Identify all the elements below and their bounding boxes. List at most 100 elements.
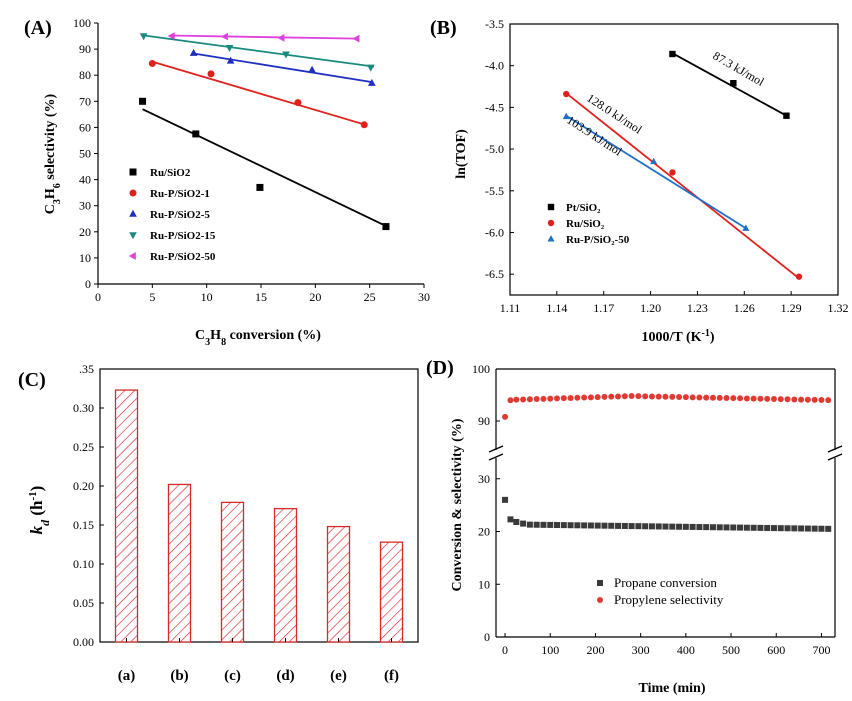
panel-d-x-tick-label: 100 (541, 643, 559, 657)
panel-d-legend-label: Propane conversion (614, 575, 717, 590)
panel-c-y-tick-label: 0.10 (73, 557, 94, 571)
panel-a-point (352, 34, 360, 43)
panel-b-fit-line (565, 92, 800, 280)
panel-d: (D) 0 100 200 300 400 500 600 700 0 10 20 30 90 100 Pr… (426, 357, 843, 696)
panel-c-y-tick-label: 0.15 (73, 518, 94, 532)
panel-a-y-tick-label: 30 (79, 199, 91, 213)
panel-a-legend-label: Ru-P/SiO2-50 (150, 251, 216, 263)
panel-d-point (520, 520, 527, 527)
panel-a-point (366, 64, 375, 72)
panel-d-point (502, 413, 509, 420)
panel-d-point (750, 524, 757, 531)
panel-a-point (256, 183, 264, 191)
panel-d-point (825, 397, 832, 404)
panel-d-point (587, 394, 594, 401)
panel-a-point (294, 99, 302, 107)
panel-d-point (526, 396, 533, 403)
panel-d-point (791, 396, 798, 403)
panel-d-point (574, 522, 581, 529)
panel-c-category-label: (f) (384, 668, 399, 684)
panel-a-y-tick-label: 90 (79, 42, 91, 56)
panel-a-point (382, 223, 390, 231)
panel-d-point (770, 525, 777, 532)
panel-b-label: (B) (430, 17, 457, 39)
panel-b-point (742, 224, 750, 231)
panel-b-y-tick-label: -5.5 (485, 184, 504, 198)
panel-b-y-tick-label: -4.5 (485, 100, 504, 114)
panel-d-y-tick-label: 10 (478, 577, 490, 591)
panel-d-point (526, 521, 533, 528)
panel-b-point (730, 80, 737, 87)
panel-d-point (554, 395, 561, 402)
panel-d-point (581, 394, 588, 401)
panel-b-point (650, 157, 658, 165)
panel-c-bar (273, 507, 298, 643)
panel-b-x-tick-label: 1.26 (734, 301, 755, 315)
panel-b-x-tick-label: 1.14 (546, 301, 567, 315)
panel-d-point (737, 395, 744, 402)
panel-a-y-tick-label: 100 (73, 16, 91, 30)
panel-d-point (682, 523, 689, 530)
panel-b-x-tick-label: 1.20 (640, 301, 661, 315)
panel-c-category-label: (a) (118, 668, 136, 684)
panel-d-point (764, 524, 771, 531)
panel-d-point (804, 525, 811, 532)
panel-c-frame (99, 368, 419, 643)
panel-a-legend-label: Ru-P/SiO2-15 (150, 230, 216, 242)
panel-d-point (507, 516, 514, 523)
panel-d-y-tick-label: 0 (484, 630, 490, 644)
panel-a-point (360, 121, 368, 129)
panel-c-label: (C) (18, 369, 46, 391)
panel-a-point (220, 32, 228, 41)
panel-b-energy-annotation: 87.3 kJ/mol (711, 48, 768, 89)
panel-d-point (804, 396, 811, 403)
panel-d-ylabel: Conversion & selectivity (%) (450, 418, 465, 591)
panel-d-point (676, 394, 683, 401)
panel-d-point (662, 393, 669, 400)
panel-a-x-tick-label: 10 (201, 290, 213, 304)
panel-a-y-tick-label: 60 (79, 120, 91, 134)
panel-d-point (757, 524, 764, 531)
panel-a-y-tick-label: 80 (79, 68, 91, 82)
panel-d-point (784, 396, 791, 403)
panel-b-point (795, 273, 803, 280)
panel-a-y-tick-label: 70 (79, 94, 91, 108)
panel-d-legend-marker (597, 580, 603, 586)
panel-d-label: (D) (426, 357, 454, 379)
panel-d-point (502, 496, 509, 503)
panel-d-point (737, 524, 744, 531)
panel-d-point (811, 396, 818, 403)
panel-d-point (608, 393, 615, 400)
panel-d-point (669, 393, 676, 400)
panel-d-point (703, 524, 710, 531)
panel-b-y-tick-label: -5.0 (485, 142, 504, 156)
panel-d-point (818, 525, 825, 532)
panel-a-point (282, 51, 290, 59)
panel-d-point (594, 522, 601, 529)
panel-a-point (148, 59, 156, 67)
panel-d-point (730, 524, 737, 531)
panel-a-point (225, 44, 234, 52)
panel-c-category-label: (e) (330, 668, 347, 684)
panel-d-point (635, 523, 642, 530)
panel-d-point (689, 523, 696, 530)
panel-d-point (507, 397, 514, 404)
panel-b-point (562, 112, 570, 120)
panel-d-point (757, 395, 764, 402)
panel-d-x-tick-label: 300 (632, 643, 650, 657)
panel-b-legend-label: Pt/SiO₂ (566, 202, 601, 214)
panel-d-y-tick-label: 100 (472, 362, 490, 376)
panel-a-xlabel: C3H8 conversion (%) (195, 328, 321, 348)
panel-a-ylabel: C3H6 selectivity (%) (43, 93, 63, 214)
panel-b-y-tick-label: -3.5 (485, 17, 504, 31)
panel-d-axis-break-mark (827, 453, 843, 461)
panel-b-y-tick-label: -6.5 (485, 267, 504, 281)
panel-d-point (696, 394, 703, 401)
panel-d-point (533, 396, 540, 403)
panel-d-point (648, 393, 655, 400)
panel-c-y-tick-label: 0.30 (73, 401, 94, 415)
panel-d-point (615, 522, 622, 529)
panel-b-point (563, 90, 570, 98)
panel-a-legend-marker (129, 168, 137, 176)
panel-d-xlabel: Time (min) (638, 681, 705, 696)
